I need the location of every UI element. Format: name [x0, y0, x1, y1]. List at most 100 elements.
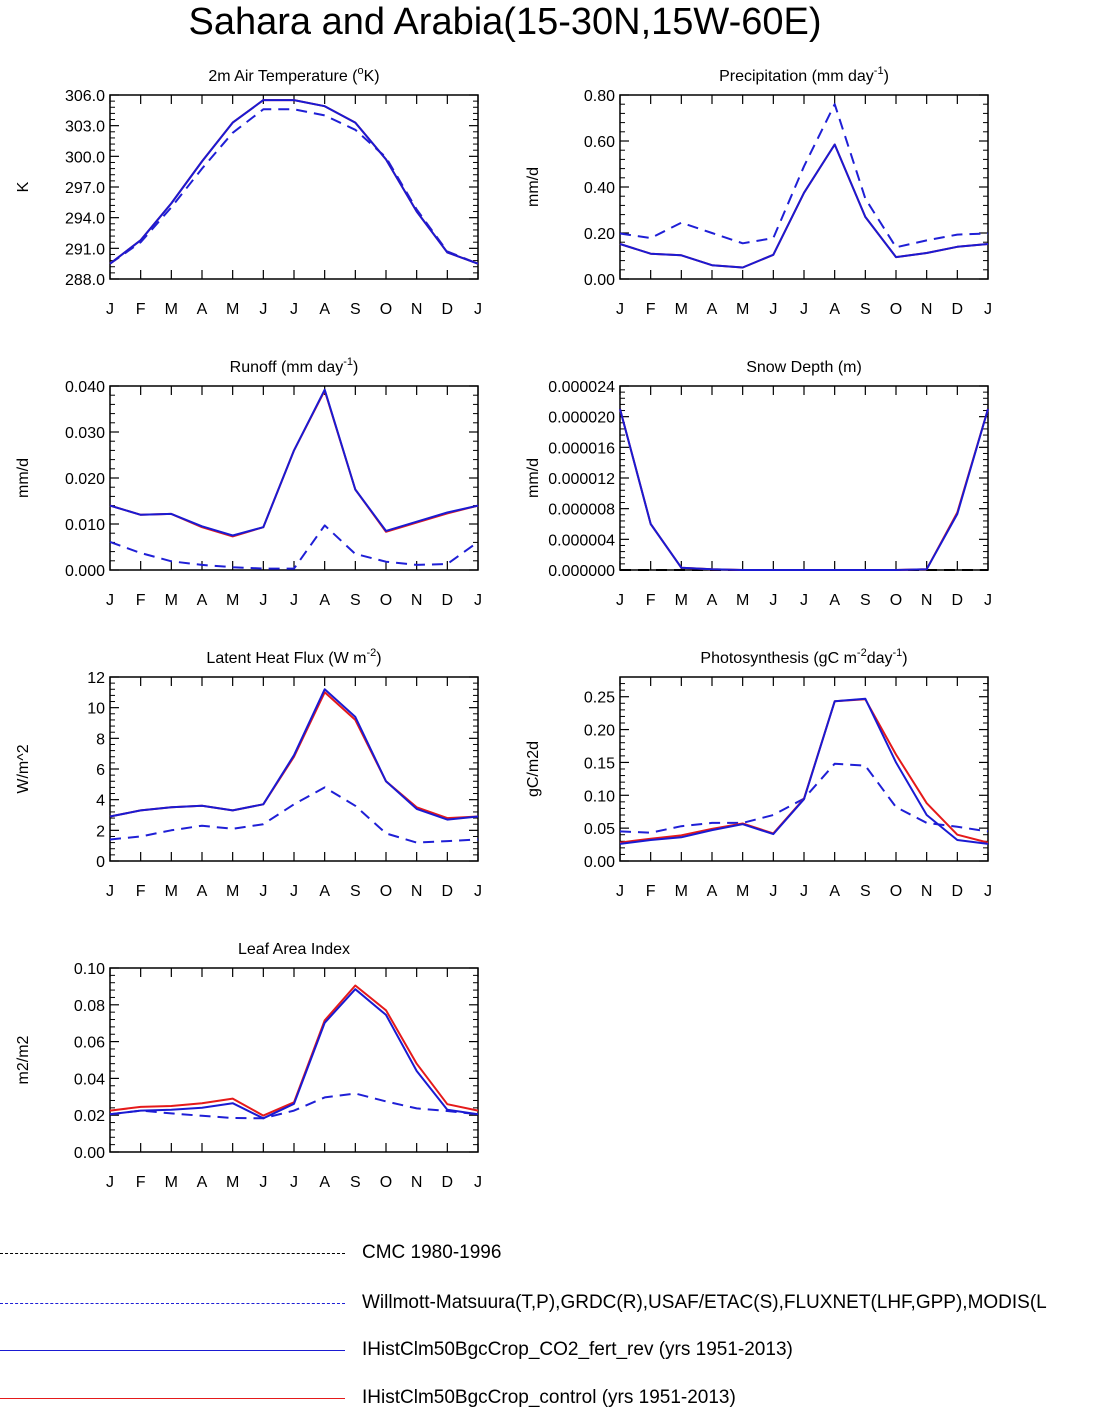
y-tick-label: 0.00 [584, 854, 615, 871]
panel-latent-heat-flux: Latent Heat Flux (W m-2) 0 2 4 6 8 10 12 W/m^2 J F… [15, 647, 482, 900]
series-line-air-temperature-1 [109, 99, 479, 265]
x-tick-label: A [707, 301, 718, 318]
x-tick-label: O [890, 301, 902, 318]
series-line-air-temperature-0 [109, 108, 479, 265]
y-tick-label: 303.0 [65, 119, 105, 136]
y-tick-label: 0.40 [584, 180, 615, 197]
y-tick-label: 294.0 [65, 211, 105, 228]
y-tick-label: 0.000016 [548, 440, 615, 457]
legend-entry-cmc: CMC 1980-1996 [0, 1233, 1117, 1273]
y-tick-label: 0.06 [74, 1035, 105, 1052]
x-tick-label: J [259, 883, 267, 900]
y-tick-label: 0.60 [584, 134, 615, 151]
x-tick-label: J [290, 1174, 298, 1191]
y-axis-label-precipitation: mm/d [525, 167, 542, 207]
y-tick-label: 0.030 [65, 425, 105, 442]
panel-air-temperature: 2m Air Temperature (oK) 288.0 291.0 294.0 29… [15, 65, 482, 318]
figure-title: Sahara and Arabia(15-30N,15W-60E) [188, 1, 822, 43]
y-tick-label: 12 [87, 670, 105, 687]
x-tick-label: D [952, 883, 964, 900]
series-line-leaf-area-index-1 [109, 984, 479, 1117]
y-tick-label: 0.040 [65, 379, 105, 396]
y-tick-label: 0.05 [584, 821, 615, 838]
x-tick-label: J [259, 1174, 267, 1191]
panel-frame-latent-heat-flux [109, 676, 479, 862]
y-axis-label-runoff: mm/d [15, 458, 32, 498]
panel-title-photosynthesis: Photosynthesis (gC m-2day-1) [700, 647, 907, 667]
series-line-precipitation-1 [619, 143, 989, 269]
panel-frame-snow-depth [619, 385, 989, 571]
panel-snow-depth: Snow Depth (m) 0.000000 0.000004 0.000008 0.… [525, 359, 992, 609]
series-line-latent-heat-flux-0 [109, 786, 479, 844]
y-tick-label: 306.0 [65, 88, 105, 105]
x-tick-label: J [474, 301, 482, 318]
x-tick-label: D [442, 883, 454, 900]
y-tick-label: 0.20 [584, 226, 615, 243]
x-tick-label: J [474, 592, 482, 609]
x-tick-label: N [921, 592, 933, 609]
panel-frame-runoff [109, 385, 479, 571]
x-tick-label: J [474, 883, 482, 900]
y-tick-label: 0.000 [65, 563, 105, 580]
y-tick-label: 0.000000 [548, 563, 615, 580]
y-tick-label: 0.00 [74, 1145, 105, 1162]
panel-title-air-temperature: 2m Air Temperature (oK) [208, 65, 379, 85]
x-tick-label: F [646, 301, 656, 318]
x-tick-label: J [106, 592, 114, 609]
legend-label-cmc: CMC 1980-1996 [362, 1242, 502, 1263]
x-tick-label: A [319, 1174, 330, 1191]
series-line-latent-heat-flux-2 [109, 688, 479, 821]
legend-label-observations: Willmott-Matsuura(T,P),GRDC(R),USAF/ETAC… [362, 1292, 1047, 1313]
series-line-snow-depth-2 [619, 408, 989, 571]
x-tick-label: J [290, 883, 298, 900]
series-line-runoff-2 [109, 388, 479, 537]
x-tick-label: N [411, 301, 423, 318]
x-tick-label: A [829, 301, 840, 318]
y-tick-label: 8 [96, 731, 105, 748]
y-tick-label: 300.0 [65, 149, 105, 166]
y-axis-label-leaf-area-index: m2/m2 [15, 1035, 32, 1084]
x-tick-label: J [616, 301, 624, 318]
x-tick-label: J [474, 1174, 482, 1191]
x-tick-label: S [860, 301, 871, 318]
series-line-leaf-area-index-2 [109, 988, 479, 1120]
x-tick-label: M [165, 301, 178, 318]
x-tick-label: J [290, 301, 298, 318]
x-tick-label: M [736, 301, 749, 318]
x-tick-label: D [952, 301, 964, 318]
x-tick-label: S [350, 592, 361, 609]
y-tick-label: 288.0 [65, 272, 105, 289]
y-tick-label: 0.000020 [548, 410, 615, 427]
x-tick-label: S [860, 883, 871, 900]
x-tick-label: F [646, 592, 656, 609]
y-tick-label: 2 [96, 823, 105, 840]
y-tick-label: 10 [87, 701, 105, 718]
x-tick-label: A [707, 592, 718, 609]
y-tick-label: 0.08 [74, 998, 105, 1015]
panel-photosynthesis: Photosynthesis (gC m-2day-1) 0.00 0.05 0.10… [525, 647, 992, 900]
x-tick-label: A [707, 883, 718, 900]
x-tick-label: D [442, 592, 454, 609]
panel-title-runoff: Runoff (mm day-1) [230, 356, 359, 376]
y-tick-label: 291.0 [65, 241, 105, 258]
x-tick-label: N [411, 883, 423, 900]
panel-title-leaf-area-index: Leaf Area Index [238, 941, 350, 958]
y-tick-label: 6 [96, 762, 105, 779]
x-tick-label: A [829, 883, 840, 900]
x-tick-label: A [829, 592, 840, 609]
y-tick-label: 0.10 [74, 961, 105, 978]
legend-label-co2-fert: IHistClm50BgcCrop_CO2_fert_rev (yrs 1951… [362, 1339, 793, 1360]
x-tick-label: J [769, 883, 777, 900]
x-tick-label: O [890, 883, 902, 900]
y-tick-label: 0.25 [584, 690, 615, 707]
x-tick-label: J [769, 592, 777, 609]
x-tick-label: M [226, 301, 239, 318]
x-tick-label: S [350, 1174, 361, 1191]
x-tick-label: M [675, 592, 688, 609]
x-tick-label: M [165, 1174, 178, 1191]
panel-title-snow-depth: Snow Depth (m) [746, 359, 862, 376]
x-tick-label: J [616, 592, 624, 609]
y-tick-label: 0.000008 [548, 502, 615, 519]
x-tick-label: J [800, 883, 808, 900]
x-tick-label: N [921, 301, 933, 318]
